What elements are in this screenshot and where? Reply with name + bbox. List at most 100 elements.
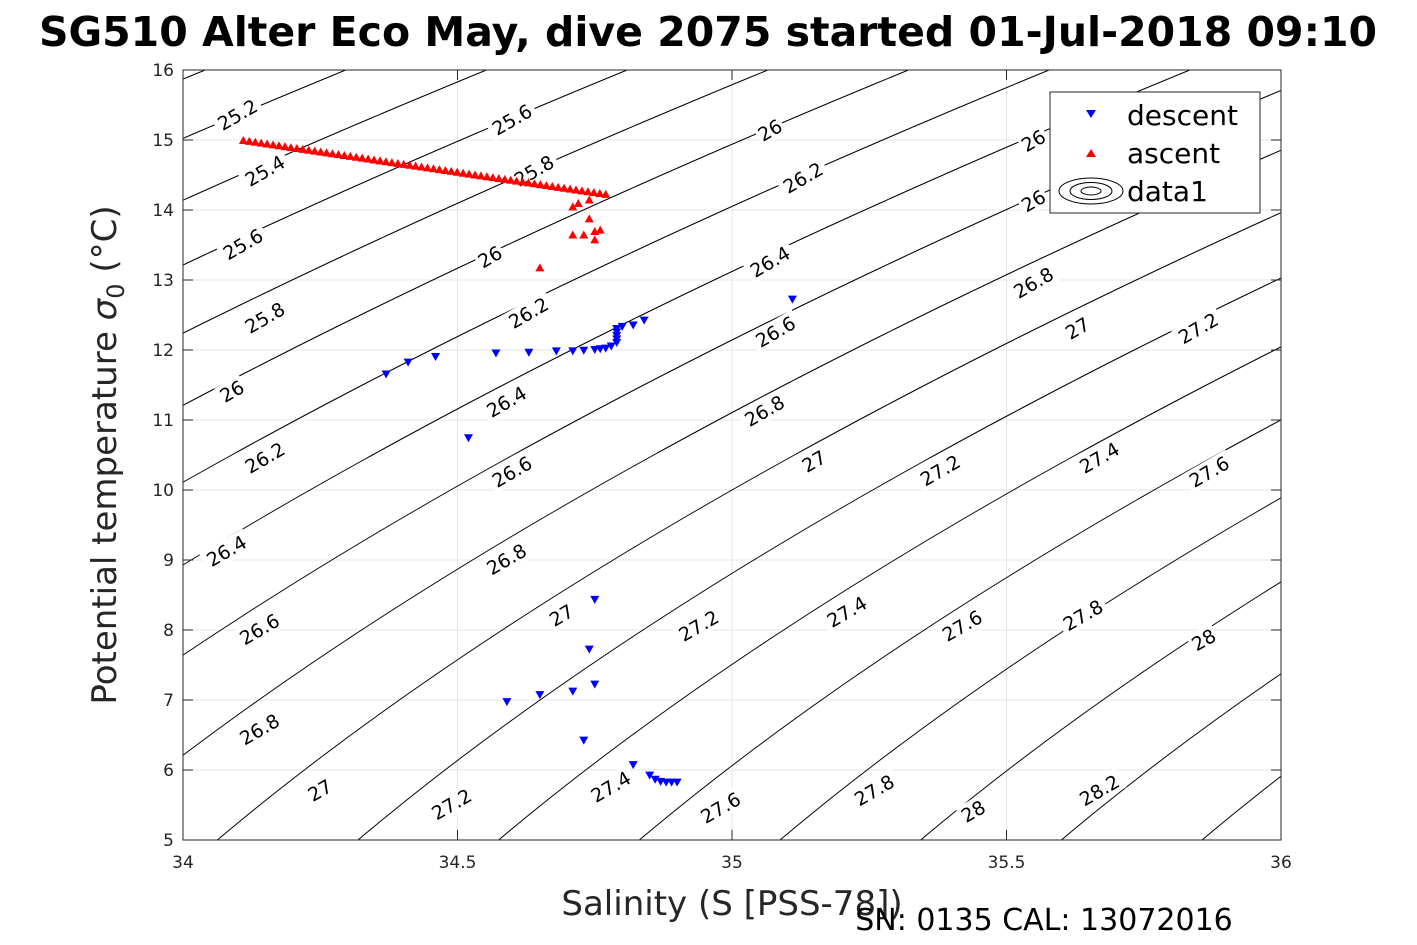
y-tick-label: 9 [163,551,174,571]
ascent-series [238,136,611,272]
isopycnal-line [216,212,1281,840]
contour-label-background [479,537,534,582]
y-axis-label-text: Potential temperature [85,320,125,704]
x-tick-label: 36 [1270,853,1292,873]
descent-point [502,698,512,707]
contour-label-background [237,435,292,480]
contour-label-background [1181,449,1237,494]
y-tick-label: 16 [152,61,174,81]
contour-label-background [796,444,832,478]
ascent-point [417,162,427,171]
descent-point [590,680,600,689]
contour-label-background [215,222,271,267]
descent-point [650,775,660,784]
ascent-point [434,165,444,174]
isopycnal-line [497,346,1281,840]
contour-label-background [237,148,292,193]
y-tick-label: 5 [163,831,174,851]
ascent-point [506,175,516,184]
contour-label-background [232,707,287,752]
ascent-point [541,181,551,190]
y-tick-label: 7 [163,691,174,711]
ascent-point [280,142,290,151]
descent-point [590,346,600,354]
chart-title: SG510 Alter Eco May, dive 2075 started 0… [39,8,1377,56]
ascent-point [452,167,462,176]
contour-label-background [752,113,788,147]
ascent-point [571,185,581,194]
contour-label-background [955,794,991,828]
descent-point [612,325,622,333]
ascent-point [559,183,569,192]
ascent-point [304,145,314,154]
contour-label-background [1072,768,1127,813]
legend-contour-marker [1058,177,1124,205]
descent-point [579,736,589,745]
x-axis-label: Salinity (S [PSS-78]) [561,884,902,924]
descent-point [535,691,545,700]
x-tick-label: 35.5 [988,853,1026,873]
descent-point [672,778,682,787]
ascent-point [399,159,409,168]
y-tick-label: 15 [152,131,174,151]
y-tick-label: 6 [163,761,174,781]
ascent-point [568,230,578,239]
ascent-point [369,155,379,164]
ascent-point [577,186,587,195]
ascent-point [375,156,385,165]
ascent-point [345,151,355,160]
descent-point [639,316,649,325]
ascent-point [535,263,545,272]
descent-point [787,295,797,304]
ascent-point [535,180,545,189]
ascent-point [590,235,600,244]
contour-label-background [671,603,726,648]
contour-label-background [847,768,902,813]
contour-label-background [302,773,338,807]
ascent-point [553,182,563,191]
descent-point [606,342,616,351]
descent-point [551,347,561,356]
contour-label-background [479,379,534,424]
contour-label-background [1171,306,1226,351]
descent-point [579,346,589,355]
contour-label-background [819,589,874,634]
ascent-point [286,143,296,152]
ascent-point [529,179,539,188]
y-axis-label-unit: (°C) [85,205,125,283]
contour-label-background [472,240,508,274]
ascent-point [595,225,605,234]
legend-ascent-marker [1086,149,1096,157]
ascent-point [423,163,433,172]
contour-label-background [1015,184,1052,218]
axis-ticks [182,69,1282,841]
ascent-point [357,153,367,162]
ascent-point [568,202,578,211]
contour-label-background [1185,623,1222,657]
isopycnal-line [919,581,1281,840]
contour-label-background [1059,311,1096,345]
ascent-point [351,152,361,161]
contour-label-background [501,290,556,335]
descent-point [568,347,578,356]
ascent-point [470,170,480,179]
descent-point [381,370,391,379]
y-axis-label-sigma: σ [85,297,125,320]
ascent-point [500,174,510,183]
ascent-point [393,158,403,167]
x-tick-labels: 34 34.5 35 35.5 36 [172,853,1292,873]
ascent-point [327,149,337,158]
descent-point [568,687,578,696]
ascent-point [316,147,326,156]
contour-label-background [583,764,638,809]
ascent-point [601,189,611,198]
contour-label-background [210,92,265,137]
ascent-point [256,138,266,147]
ascent-point [363,154,373,163]
ascent-point [547,181,557,190]
ascent-point [333,150,343,159]
ascent-point [381,157,391,166]
y-tick-label: 8 [163,621,174,641]
descent-point [628,761,638,770]
calibration-footer: SN: 0135 CAL: 13072016 [855,903,1233,938]
